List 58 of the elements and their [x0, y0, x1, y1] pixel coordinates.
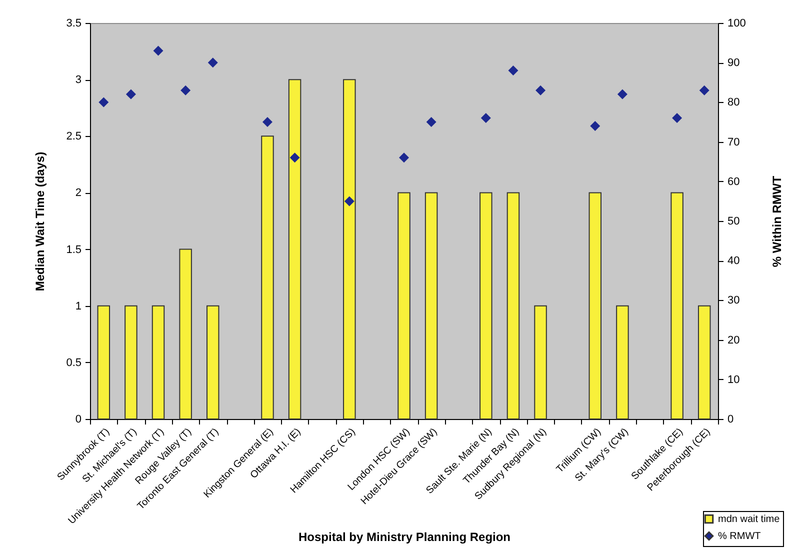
- bar: [506, 192, 520, 420]
- bar: [343, 79, 356, 420]
- bar: [698, 305, 711, 420]
- point: [126, 89, 136, 100]
- bar: [179, 248, 192, 420]
- y2-tick-label: 60: [728, 176, 740, 188]
- y-tick-label: 3: [75, 74, 82, 86]
- y2-tick-label: 50: [728, 216, 740, 228]
- x-axis-title: Hospital by Ministry Planning Region: [298, 530, 511, 544]
- y-tick-label: 1.5: [66, 244, 82, 256]
- bar: [534, 305, 547, 420]
- legend-label: mdn wait time: [718, 514, 780, 525]
- y2-tick-label: 30: [728, 294, 740, 307]
- bar: [616, 305, 629, 420]
- point: [426, 117, 436, 127]
- point: [262, 117, 272, 127]
- point: [617, 89, 628, 100]
- point: [508, 66, 518, 76]
- point: [180, 85, 191, 96]
- y2-axis-title: % Within RMWT: [770, 175, 784, 268]
- point: [590, 120, 600, 131]
- y2-tick-label: 90: [728, 57, 740, 70]
- y2-tick-label: 20: [728, 334, 740, 346]
- y2-tick-label: 40: [728, 255, 740, 268]
- point: [344, 196, 354, 206]
- point: [480, 113, 491, 124]
- y2-tick-label: 0: [728, 414, 734, 426]
- point: [672, 113, 682, 124]
- point: [208, 58, 218, 68]
- point: [290, 152, 300, 163]
- bar: [588, 192, 602, 420]
- y-tick-label: 3.5: [66, 18, 82, 30]
- y-tick-label: 1: [75, 300, 82, 312]
- y-tick-label: 0: [75, 414, 82, 426]
- point: [98, 97, 109, 108]
- bar: [97, 305, 110, 420]
- y2-tick-label: 10: [728, 374, 740, 386]
- y-tick-label: 2.5: [66, 130, 82, 143]
- point: [399, 152, 409, 163]
- point: [699, 85, 710, 96]
- y2-tick-label: 100: [728, 18, 746, 30]
- point: [536, 85, 546, 96]
- point: [153, 46, 164, 56]
- y-axis-title: Median Wait Time (days): [33, 152, 48, 292]
- bar: [670, 192, 684, 420]
- bar: [206, 305, 220, 420]
- bar: [398, 192, 410, 420]
- legend-label: % RMWT: [718, 531, 761, 542]
- y-tick-label: 0.5: [66, 356, 82, 369]
- bar: [288, 79, 302, 420]
- bar: [124, 305, 138, 420]
- bar: [261, 136, 274, 420]
- bar: [480, 192, 492, 420]
- bar: [424, 192, 438, 420]
- y2-tick-label: 80: [728, 96, 740, 109]
- y-tick-label: 2: [75, 187, 82, 200]
- y2-tick-label: 70: [728, 136, 740, 148]
- bar: [152, 305, 165, 420]
